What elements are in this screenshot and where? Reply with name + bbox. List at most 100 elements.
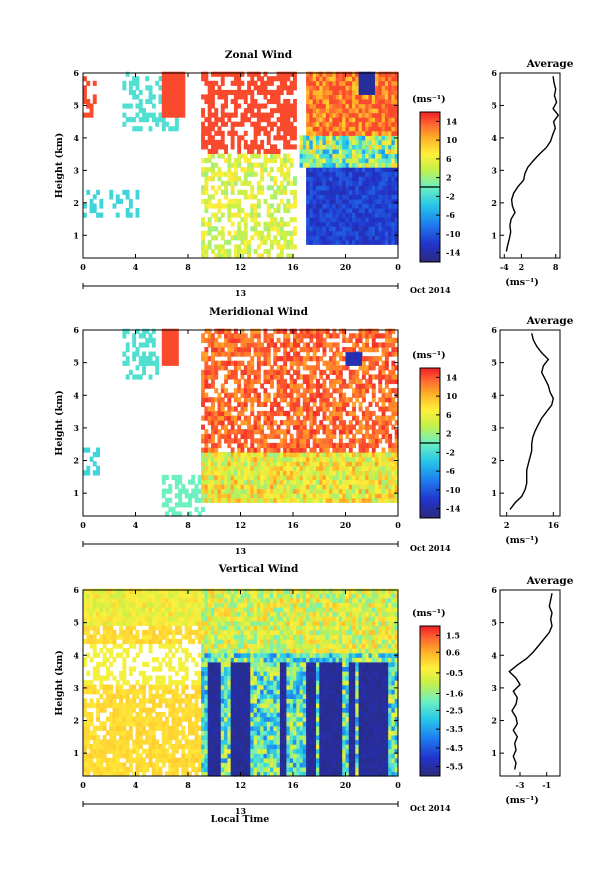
heatmap-cell: [365, 198, 370, 204]
heatmap-cell: [201, 493, 205, 499]
heatmap-cell: [96, 675, 100, 681]
heatmap-cell: [240, 420, 245, 426]
heatmap-cell: [316, 194, 320, 200]
heatmap-cell: [375, 479, 379, 485]
heatmap-cell: [329, 99, 333, 105]
heatmap-cell: [135, 85, 140, 91]
heatmap-cell: [168, 625, 173, 631]
heatmap-cell: [391, 76, 396, 82]
heatmap-cell: [161, 725, 166, 731]
heatmap-cell: [309, 158, 314, 164]
heatmap-cell: [96, 189, 100, 195]
heatmap-cell: [174, 721, 179, 727]
heatmap-cell: [155, 607, 160, 613]
heatmap-cell: [233, 162, 238, 168]
heatmap-cell: [207, 447, 212, 453]
heatmap-cell: [296, 429, 301, 435]
heatmap-cell: [312, 226, 317, 232]
heatmap-cell: [299, 410, 304, 417]
heatmap-cell: [260, 410, 265, 417]
heatmap-cell: [237, 397, 242, 403]
heatmap-cell: [391, 484, 396, 490]
heatmap-cell: [220, 388, 225, 394]
colorbar-tick-label: -14: [446, 504, 461, 514]
heatmap-cell: [132, 689, 137, 695]
heatmap-cell: [332, 369, 337, 375]
heatmap-cell: [332, 360, 337, 366]
heatmap-cell: [286, 337, 291, 343]
heatmap-cell: [106, 588, 110, 594]
heatmap-cell: [230, 474, 235, 481]
heatmap-cell: [237, 442, 242, 449]
heatmap-cell: [338, 392, 343, 398]
heatmap-cell: [384, 121, 389, 127]
heatmap-cell: [207, 176, 212, 182]
heatmap-cell: [217, 126, 222, 132]
heatmap-cell: [358, 76, 363, 82]
heatmap-cell: [148, 698, 153, 704]
heatmap-cell: [224, 461, 228, 467]
heatmap-cell: [332, 484, 337, 490]
heatmap-cell: [211, 112, 215, 118]
heatmap-cell: [171, 766, 176, 773]
heatmap-cell: [391, 406, 396, 412]
heatmap-cell: [112, 620, 117, 626]
heatmap-cell: [138, 89, 143, 95]
heatmap-cell: [233, 212, 238, 218]
heatmap-cell: [253, 388, 258, 394]
heatmap-cell: [381, 208, 386, 214]
heatmap-cell: [322, 194, 327, 200]
heatmap-cell: [276, 378, 281, 385]
heatmap-cell: [250, 438, 255, 444]
heatmap-cell: [201, 392, 205, 398]
heatmap-cell: [273, 194, 278, 200]
heatmap-cell: [391, 185, 396, 191]
heatmap-cell: [322, 121, 327, 127]
heatmap-cell: [204, 397, 209, 403]
heatmap-cell: [211, 442, 215, 449]
heatmap-cell: [283, 135, 288, 141]
heatmap-cell: [352, 378, 356, 385]
heatmap-cell: [309, 103, 314, 109]
heatmap-cell: [348, 198, 353, 204]
heatmap-cell: [384, 424, 389, 430]
heatmap-cell: [151, 607, 156, 613]
heatmap-cell: [358, 406, 363, 412]
day-label: 13: [235, 546, 247, 556]
heatmap-cell: [237, 94, 242, 100]
heatmap-cell: [325, 442, 330, 449]
heatmap-cell: [207, 94, 212, 100]
heatmap-cell: [306, 410, 310, 417]
heatmap-cell: [391, 369, 396, 375]
heatmap-cell: [338, 429, 343, 435]
heatmap-cell: [256, 484, 261, 490]
heatmap-cell: [89, 643, 94, 649]
heatmap-cell: [211, 347, 215, 353]
heatmap-cell: [335, 153, 340, 159]
heatmap-cell: [355, 135, 360, 141]
heatmap-cell: [302, 456, 307, 462]
heatmap-cell: [230, 493, 235, 499]
heatmap-cell: [96, 666, 100, 672]
heatmap-cell: [309, 194, 314, 200]
heatmap-cell: [145, 734, 150, 741]
heatmap-cell: [102, 721, 107, 727]
heatmap-cell: [178, 112, 183, 118]
heatmap-cell: [368, 415, 373, 421]
heatmap-cell: [371, 94, 376, 100]
heatmap-cell: [332, 465, 337, 471]
heatmap-cell: [348, 429, 353, 435]
heatmap-cell: [165, 112, 169, 118]
heatmap-cell: [83, 85, 87, 91]
heatmap-cell: [348, 171, 353, 177]
heatmap-cell: [207, 244, 212, 250]
heatmap-cell: [388, 474, 393, 481]
heatmap-cell: [233, 198, 238, 204]
heatmap-cell: [135, 712, 140, 718]
heatmap-cell: [358, 378, 363, 385]
heatmap-cell: [375, 171, 379, 177]
heatmap-cell: [352, 230, 356, 236]
heatmap-cell: [181, 112, 186, 118]
heatmap-cell: [338, 121, 343, 127]
heatmap-cell: [168, 99, 173, 105]
